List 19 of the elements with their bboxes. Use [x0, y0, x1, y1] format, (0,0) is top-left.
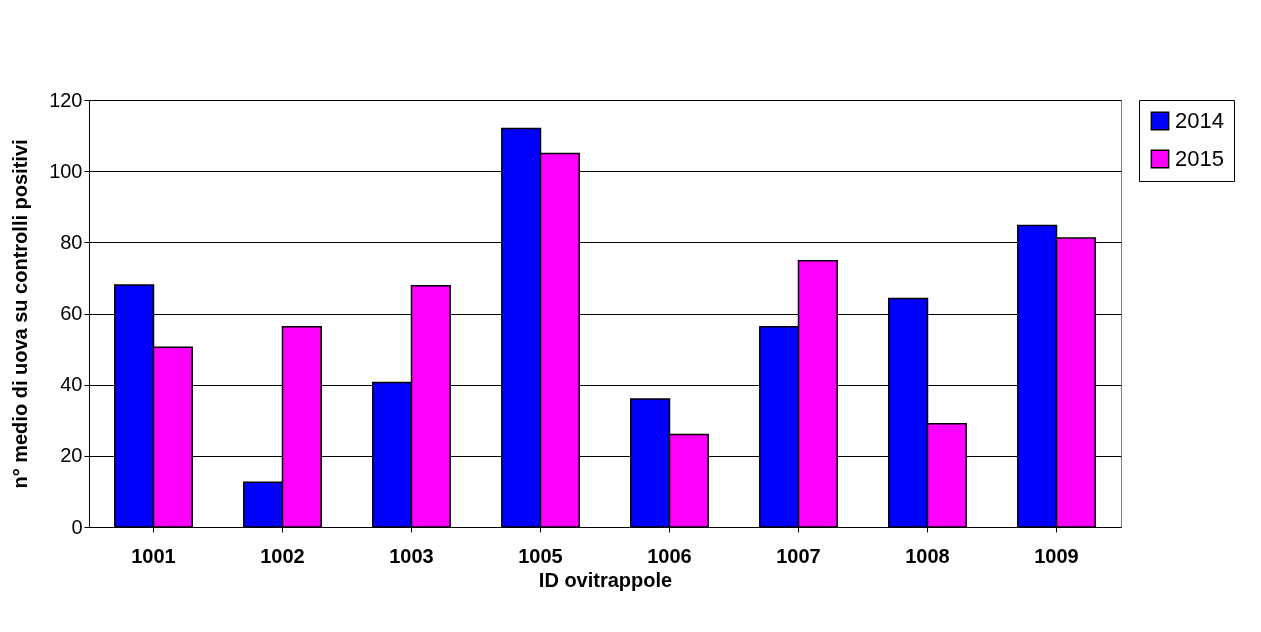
y-tick-label: 60 [60, 302, 83, 324]
y-tick-label: 80 [60, 230, 83, 253]
y-tick-label: 100 [49, 159, 83, 182]
x-tick-label: 1009 [1034, 544, 1079, 567]
x-tick-label: 1006 [647, 544, 692, 567]
x-tick-label: 1007 [776, 544, 821, 567]
x-tick-label: 1005 [518, 544, 563, 567]
x-tick-label: 1003 [389, 544, 434, 567]
y-tick-label: 40 [60, 373, 83, 396]
y-tick-label: 0 [71, 515, 83, 538]
x-axis-title: ID ovitrappole [538, 568, 673, 591]
y-axis-title: n° medio di uova su controlli positivi [9, 139, 32, 489]
x-tick-label: 1008 [905, 544, 950, 567]
x-tick-label: 1001 [131, 544, 176, 567]
y-tick-label: 120 [49, 88, 83, 111]
legend-label: 2015 [1175, 146, 1224, 171]
legend-label: 2014 [1175, 108, 1224, 133]
y-tick-label: 20 [60, 444, 83, 467]
x-tick-label: 1002 [260, 544, 305, 567]
